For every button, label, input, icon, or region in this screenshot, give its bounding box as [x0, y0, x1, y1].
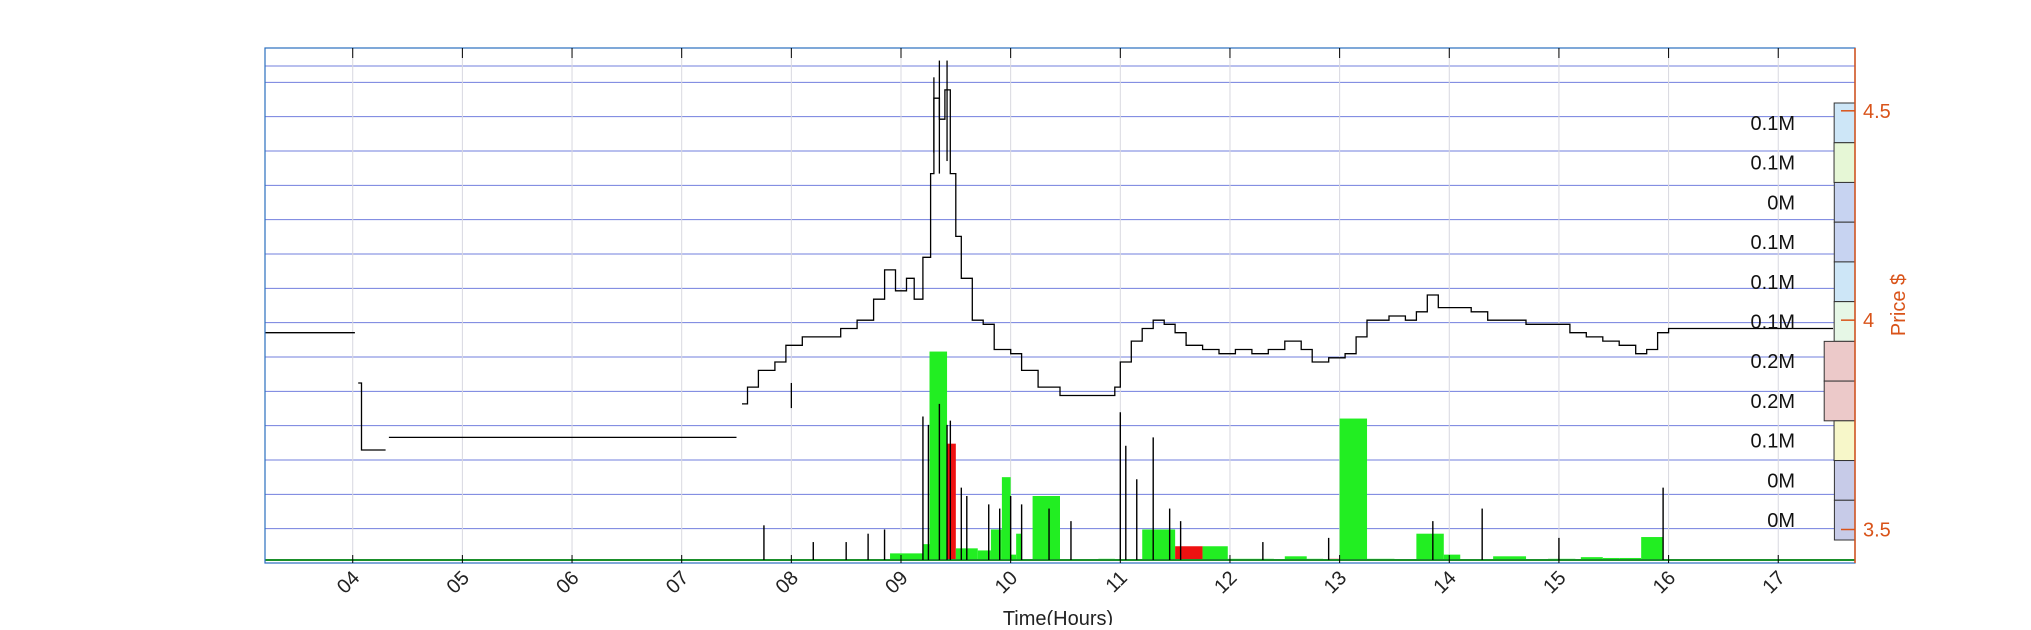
profile-box — [1833, 102, 1856, 144]
volume-bar — [1339, 418, 1368, 560]
volume-bar — [1641, 537, 1664, 560]
volume-profile: 0.1M 0.1M 0M 0.1M 0.1M 0.1M 0.2M 0.2M 0.1M 0M 0M — [1751, 102, 1856, 541]
volume-bars — [265, 351, 1855, 561]
volume-bar — [977, 550, 991, 560]
profile-label: 0.2M — [1751, 351, 1795, 373]
volume-bar — [990, 529, 1002, 560]
profile-box — [1833, 181, 1856, 223]
x-tick-label: 07 — [662, 567, 693, 598]
y-tick-labels: 3.5 4 4.5 — [1841, 101, 1891, 542]
price-line — [742, 89, 1834, 405]
profile-label: 0M — [1767, 510, 1795, 532]
y-axis-label-right: Price $ — [1888, 274, 1910, 336]
profile-box — [1833, 221, 1856, 263]
profile-box — [1833, 261, 1856, 303]
profile-label: 0.1M — [1751, 113, 1795, 135]
volume-bar — [1443, 554, 1461, 560]
volume-bar — [1016, 533, 1022, 560]
volume-bar — [1032, 496, 1060, 560]
volume-bar — [1493, 556, 1527, 560]
profile-box — [1823, 380, 1856, 422]
plot-border — [264, 47, 1856, 564]
x-tick-label: 09 — [881, 567, 912, 598]
volume-bar — [1202, 546, 1228, 560]
x-tick-label: 12 — [1210, 567, 1241, 598]
volume-bar — [890, 553, 923, 560]
profile-box — [1833, 142, 1856, 183]
x-tick-label: 15 — [1539, 567, 1570, 598]
y-tick-label: 4 — [1863, 310, 1874, 332]
x-tick-label: 08 — [772, 567, 803, 598]
profile-label: 0.2M — [1751, 391, 1795, 413]
price-series — [265, 60, 1834, 451]
price-line — [358, 382, 386, 451]
x-tick-label: 04 — [333, 567, 364, 598]
volume-bar — [1001, 477, 1011, 560]
profile-box — [1833, 460, 1856, 501]
profile-box — [1823, 340, 1856, 382]
x-axis-label: Time(Hours) — [1003, 608, 1113, 625]
volume-bar — [1580, 557, 1603, 560]
volume-bar — [1416, 533, 1444, 560]
volume-bar — [1602, 557, 1620, 560]
profile-label: 0.1M — [1751, 153, 1795, 175]
trade-spikes — [763, 403, 1664, 560]
x-tick-label: 17 — [1758, 567, 1789, 598]
volume-bar — [1619, 557, 1642, 560]
x-tick-label: 16 — [1649, 567, 1680, 598]
profile-label: 0.1M — [1751, 312, 1795, 334]
y-tick-label: 4.5 — [1863, 101, 1891, 123]
profile-box — [1833, 420, 1856, 462]
profile-box — [1833, 301, 1856, 342]
volume-bar — [929, 351, 948, 560]
profile-label: 0M — [1767, 470, 1795, 492]
x-tick-label: 11 — [1102, 567, 1132, 597]
volume-bar — [922, 544, 930, 560]
profile-label: 0.1M — [1751, 431, 1795, 453]
profile-label: 0.1M — [1751, 232, 1795, 254]
volume-bar — [947, 443, 956, 560]
x-tick-label: 06 — [552, 567, 583, 598]
plot-frame — [264, 47, 1856, 564]
profile-label: 0M — [1767, 192, 1795, 214]
profile-box — [1833, 499, 1856, 541]
y-tick-label: 3.5 — [1863, 520, 1891, 542]
x-tick-labels: 04 05 06 07 08 09 10 11 12 13 14 15 16 17 — [333, 567, 1790, 598]
x-tick-label: 14 — [1430, 567, 1461, 598]
profile-label: 0.1M — [1751, 272, 1795, 294]
volume-bar — [1175, 546, 1203, 560]
volume-bar — [1010, 554, 1017, 560]
x-tick-label: 10 — [991, 567, 1022, 598]
gridlines — [265, 48, 1855, 563]
volume-bar — [1284, 556, 1307, 560]
x-tick-label: 13 — [1320, 567, 1351, 598]
x-tick-label: 05 — [443, 567, 474, 598]
